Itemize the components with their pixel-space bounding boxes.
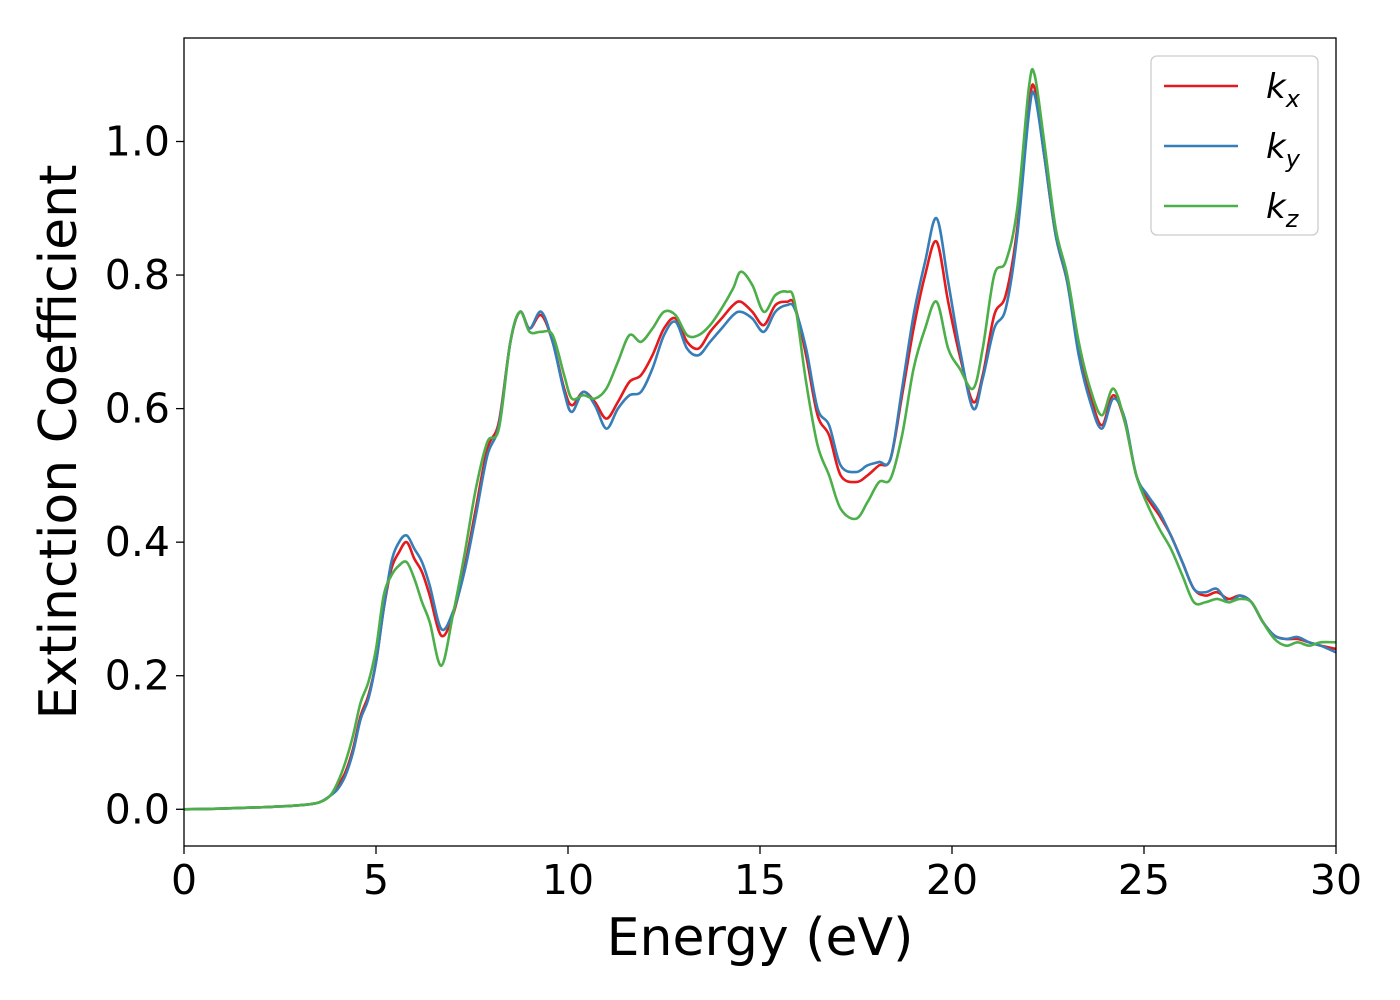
- y-tick-label: 1.0: [105, 118, 170, 166]
- legend-label-y: ky: [1266, 127, 1301, 173]
- series-layer: [183, 67, 1337, 811]
- y-tick-label: 0.4: [105, 518, 170, 566]
- series-line-z: [183, 67, 1337, 811]
- y-tick-label: 0.2: [105, 652, 170, 700]
- x-tick-label: 20: [926, 856, 978, 904]
- series-line-y: [183, 90, 1337, 811]
- legend-label-z: kz: [1266, 187, 1300, 233]
- legend-entries: kx ky kz: [1164, 67, 1301, 233]
- x-axis-ticks: 0 5 10 15 20 25 30: [171, 846, 1362, 904]
- y-tick-label: 0.8: [105, 251, 170, 299]
- y-tick-label: 0.0: [105, 785, 170, 833]
- x-tick-label: 30: [1310, 856, 1362, 904]
- legend-label-x: kx: [1266, 67, 1301, 113]
- x-tick-label: 5: [363, 856, 389, 904]
- x-tick-label: 10: [542, 856, 594, 904]
- y-axis-title: Extinction Coefficient: [29, 165, 89, 720]
- legend: kx ky kz: [1150, 55, 1319, 236]
- x-axis-title: Energy (eV): [607, 908, 914, 968]
- x-tick-label: 25: [1118, 856, 1170, 904]
- y-axis-ticks: 0.0 0.2 0.4 0.6 0.8 1.0: [105, 118, 184, 833]
- x-tick-label: 0: [171, 856, 197, 904]
- x-tick-label: 15: [734, 856, 786, 904]
- y-tick-label: 0.6: [105, 385, 170, 433]
